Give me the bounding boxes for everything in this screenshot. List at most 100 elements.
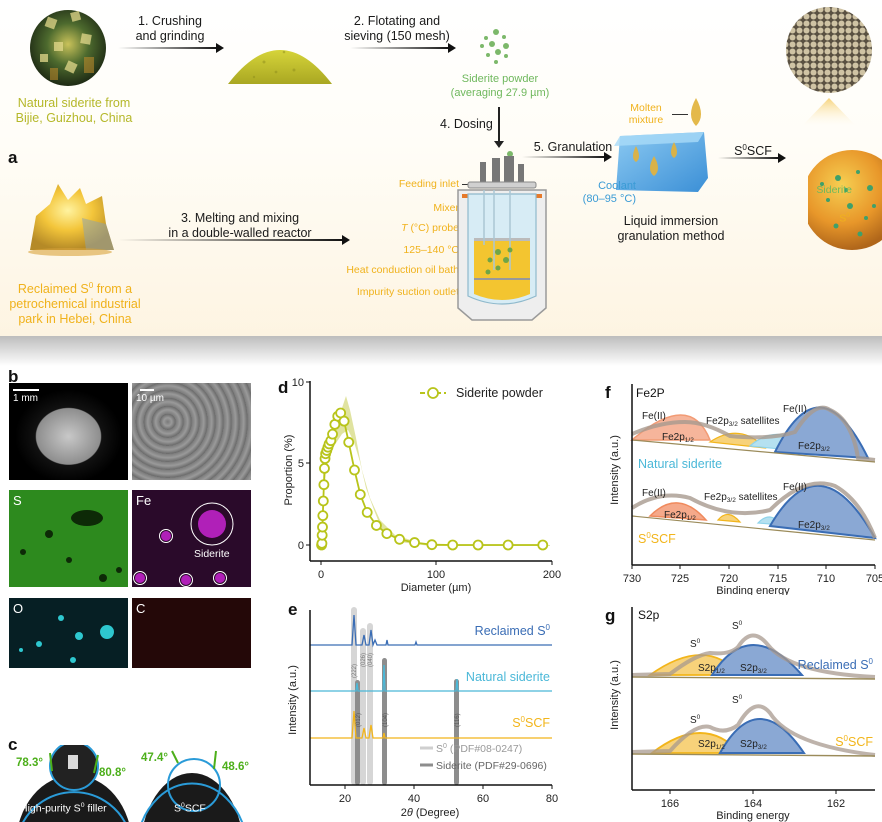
- x-tick-label: 730: [623, 573, 641, 585]
- annotation-s0: S0: [690, 638, 701, 650]
- x-tick-label: 164: [744, 798, 762, 810]
- eds-map-sulfur: S: [9, 490, 128, 587]
- x-tick-label: 200: [543, 569, 561, 581]
- siderite-particles-icon: [480, 29, 509, 64]
- x-axis-title: Binding energy: [716, 585, 790, 595]
- y-axis-title: Intensity (a.u.): [609, 660, 621, 730]
- sample-label-scf: S0SCF: [638, 531, 676, 546]
- y-axis-title: Proportion (%): [283, 435, 295, 506]
- chart-xps-fe2p: Fe2P Fe(II) Fe2p1/2 Fe2p3/2 satellites F…: [609, 384, 882, 595]
- element-label: Fe: [136, 493, 152, 508]
- superscript: 0: [844, 734, 849, 743]
- label-text: S: [835, 735, 843, 749]
- panel-label-b: b: [8, 367, 19, 386]
- superscript: 0: [80, 802, 85, 809]
- x-tick-label: 20: [339, 793, 351, 805]
- superscript: 0: [88, 281, 94, 290]
- caption-line: Liquid immersion: [623, 214, 719, 228]
- caption-line: (80–95 °C): [582, 193, 636, 205]
- y-axis-title: Intensity (a.u.): [609, 435, 621, 505]
- callout-granule-siderite: Siderite: [790, 184, 852, 196]
- eds-map-carbon: C: [132, 598, 251, 668]
- callout-text: 125–140 °C: [403, 244, 459, 256]
- scale-bar-label: 1 mm: [13, 393, 38, 404]
- label-text: S: [512, 716, 520, 730]
- eds-map-iron: Fe Siderite: [132, 490, 251, 587]
- eds-map-oxygen: O: [9, 598, 128, 668]
- step-2-label: 2. Flotating and sieving (150 mesh): [338, 14, 456, 44]
- contact-angle-right-2: 48.6°: [222, 761, 249, 773]
- caption-line: petrochemical industrial: [9, 297, 141, 312]
- contact-angle-left-1: 78.3°: [16, 757, 43, 769]
- arrow-step-4: [498, 107, 500, 143]
- annotation-fe-ii: Fe(II): [642, 411, 666, 422]
- hkl-label: (104): [383, 713, 389, 727]
- superscript: 0: [742, 143, 747, 152]
- xrd-natural-siderite: [310, 664, 552, 692]
- y-tick-label: 0: [298, 540, 304, 552]
- caption-line: (averaging 27.9 µm): [450, 87, 550, 99]
- sem-image-granule: 1 mm: [9, 383, 128, 480]
- hkl-label: (116): [455, 713, 461, 727]
- legend-label: Siderite powder: [456, 386, 543, 400]
- data-point-marker: [502, 539, 514, 551]
- legend-label-s0: S0 (PDF#08-0247): [436, 743, 522, 755]
- scf-granule-illustration: [808, 150, 882, 250]
- annotation-s0: S0: [690, 714, 701, 726]
- arrow-step-5: [522, 152, 612, 162]
- chart-particle-size-distribution: 10 5 0 0 100 200 Diameter (µm) Proportio…: [283, 377, 561, 594]
- arrow-step-1: [118, 43, 224, 53]
- x-axis-title: Diameter (µm): [401, 582, 472, 594]
- granulation-method-caption: Liquid immersion granulation method: [606, 214, 736, 244]
- annotation-fe-ii: Fe(II): [642, 488, 666, 499]
- siderite-powder-pile: [228, 50, 332, 84]
- label-text: Reclaimed S: [475, 624, 546, 638]
- sulfur-crystal-illustration: [28, 184, 114, 256]
- label-text: S: [174, 802, 182, 815]
- callout-text: (°C) probe: [410, 222, 459, 234]
- label-text: Reclaimed S: [798, 658, 869, 672]
- step-text: 1. Crushing: [138, 14, 202, 28]
- annotation-satellites: Fe2p3/2 satellites: [706, 416, 780, 428]
- data-point-marker: [426, 539, 438, 551]
- data-point-marker: [394, 533, 405, 545]
- arrow-head-down: [494, 141, 504, 148]
- x-tick-label: 725: [671, 573, 689, 585]
- annotation-s0: S0: [732, 620, 743, 632]
- chart-xps-s2p: S2p S0 S0 S2p1/2 S2p3/2 S0 S0 S2p1/2 S2p…: [609, 607, 876, 822]
- data-point-marker: [381, 528, 393, 539]
- annotation-text: satellites: [736, 492, 778, 503]
- label-text: S: [638, 532, 646, 546]
- leader-line: [672, 114, 688, 115]
- label-text: filler: [84, 802, 107, 815]
- label-text: SCF: [525, 716, 550, 730]
- superscript: 0: [646, 531, 651, 540]
- callout-text: Feeding inlet: [398, 178, 459, 190]
- data-point-marker: [371, 520, 382, 531]
- data-point-marker: [319, 462, 330, 474]
- x-tick-label: 715: [769, 573, 787, 585]
- step-text: 2. Flotating and: [353, 14, 441, 28]
- series-label-scf: S0SCF: [512, 715, 550, 730]
- product-arrow-label: S0SCF: [718, 140, 788, 159]
- axis-text: (Degree): [413, 807, 459, 819]
- data-point-marker: [537, 539, 549, 551]
- arrow-step-3: [118, 235, 350, 245]
- x-tick-label: 100: [427, 569, 445, 581]
- data-point-marker: [447, 539, 459, 551]
- sample-label-reclaimed: Reclaimed S0: [798, 657, 874, 672]
- x-tick-label: 0: [318, 569, 324, 581]
- data-point-marker: [361, 506, 373, 518]
- label-text: S: [732, 621, 739, 632]
- siderite-powder-caption: Siderite powder (averaging 27.9 µm): [440, 72, 560, 100]
- s0-reference-bars: [351, 607, 373, 785]
- sample-label-scf: S0SCF: [174, 802, 206, 815]
- map-texture: [19, 615, 114, 663]
- caption-line: Reclaimed S0 from a: [0, 278, 150, 297]
- x-tick-label: 40: [408, 793, 420, 805]
- x-tick-label: 60: [477, 793, 489, 805]
- panel-label-c: c: [8, 735, 18, 754]
- siderite-annotation: Siderite: [194, 548, 230, 560]
- map-texture: [20, 510, 122, 582]
- panel-a-divider: [0, 336, 882, 366]
